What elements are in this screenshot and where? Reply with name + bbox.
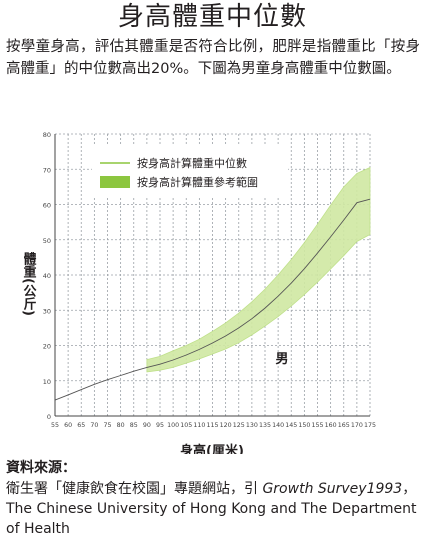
y-tick-label: 60 xyxy=(43,202,51,210)
x-tick-label: 65 xyxy=(77,422,85,429)
x-tick-label: 85 xyxy=(130,422,138,429)
x-tick-label: 125 xyxy=(233,422,245,429)
x-tick-label: 90 xyxy=(143,422,151,429)
chart-axes xyxy=(54,134,370,417)
x-tick-label: 160 xyxy=(325,422,337,429)
source-text-2: ，The Chinese University of Hong Kong and… xyxy=(6,481,417,537)
y-axis-label: 體重(公斤) xyxy=(21,251,37,315)
median-line xyxy=(54,198,371,401)
source-italic-title: Growth Survey1993 xyxy=(262,481,403,497)
y-tick-label: 10 xyxy=(43,378,51,386)
x-tick-label: 175 xyxy=(364,422,376,429)
page-title: 身高體重中位數 xyxy=(117,2,307,32)
x-axis-label: 身高(厘米) xyxy=(180,443,244,454)
x-tick-label: 135 xyxy=(259,422,271,429)
source-text-1: 衛生署「健康飲食在校園」專題網站，引 xyxy=(6,481,263,497)
reference-band xyxy=(146,166,371,373)
y-tick-label: 30 xyxy=(43,307,51,315)
y-tick-label: 40 xyxy=(43,272,51,280)
x-tick-label: 95 xyxy=(156,422,164,429)
y-tick-label: 50 xyxy=(43,237,51,245)
x-tick-label: 150 xyxy=(298,422,310,429)
legend-median-label: 按身高計算體重中位數 xyxy=(137,156,247,170)
x-tick-label: 110 xyxy=(193,422,205,429)
intro-paragraph: 按學童身高，評估其體重是否符合比例，肥胖是指體重比「按身高體重」的中位數高出20… xyxy=(6,39,420,77)
svg-text:體重(公斤): 體重(公斤) xyxy=(21,251,37,315)
chart-annotation-boy: 男 xyxy=(276,352,289,367)
x-tick-label: 165 xyxy=(338,422,350,429)
x-tick-label: 155 xyxy=(311,422,323,429)
x-tick-labels: 55 60 65 70 75 80 85 90 95 100 105 110 115 120 125 130 1… xyxy=(51,422,376,429)
x-tick-label: 115 xyxy=(206,422,218,429)
y-tick-label: 20 xyxy=(43,343,51,351)
x-tick-label: 120 xyxy=(220,422,232,429)
x-tick-label: 60 xyxy=(64,422,72,429)
source-citation: 衛生署「健康飲食在校園」專題網站，引 Growth Survey1993，The… xyxy=(6,479,420,539)
x-tick-label: 75 xyxy=(103,422,111,429)
x-tick-label: 80 xyxy=(117,422,125,429)
x-tick-label: 100 xyxy=(167,422,179,429)
x-tick-label: 130 xyxy=(246,422,258,429)
legend-band-swatch xyxy=(100,176,130,188)
x-tick-label: 140 xyxy=(272,422,284,429)
x-tick-label: 105 xyxy=(180,422,192,429)
x-tick-label: 145 xyxy=(285,422,297,429)
x-tick-label: 170 xyxy=(351,422,363,429)
legend-box xyxy=(92,146,288,198)
median-line-layer xyxy=(54,198,371,401)
y-tick-label: 0 xyxy=(47,413,51,421)
y-tick-label: 70 xyxy=(43,166,51,174)
legend-band-label: 按身高計算體重參考範圍 xyxy=(137,175,258,189)
y-tick-label: 80 xyxy=(43,131,51,139)
reference-band-layer xyxy=(146,166,371,373)
x-tick-label: 55 xyxy=(51,422,59,429)
source-heading: 資料來源： xyxy=(6,460,76,476)
y-tick-labels: 0 10 20 30 40 50 60 70 80 xyxy=(43,131,51,421)
x-tick-label: 70 xyxy=(90,422,98,429)
